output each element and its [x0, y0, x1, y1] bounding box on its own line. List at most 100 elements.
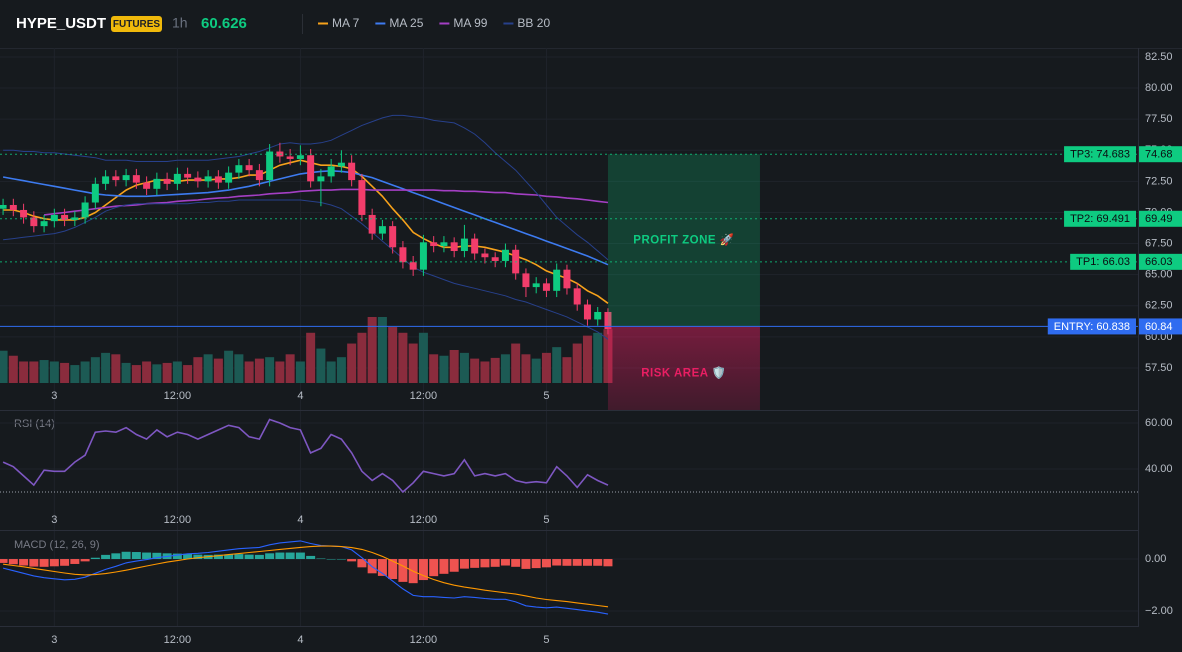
volume-bar — [480, 361, 490, 383]
histogram-bar — [603, 559, 613, 567]
histogram-bar — [111, 553, 121, 560]
histogram-bar — [80, 559, 90, 562]
volume-bar — [490, 357, 500, 383]
candle-body — [460, 238, 468, 252]
axis-price-label: 66.03 — [1145, 256, 1173, 268]
volume-bar — [316, 348, 326, 383]
volume-bar — [418, 332, 428, 383]
volume-bar — [121, 362, 131, 383]
histogram-bar — [593, 559, 603, 566]
candle-body — [163, 178, 171, 184]
candle-body — [235, 165, 243, 173]
y-tick-label: 80.00 — [1145, 82, 1173, 94]
histogram-bar — [531, 559, 541, 569]
candle-body — [307, 155, 315, 182]
candle-body — [81, 202, 89, 218]
price-line-label-bg — [1064, 210, 1136, 227]
candle-body — [430, 242, 438, 247]
axis-price-bg — [1139, 318, 1182, 335]
histogram-bar — [265, 553, 275, 560]
candle-body — [501, 249, 509, 261]
last-price: 60.626 — [201, 15, 247, 32]
candle-body — [450, 242, 458, 252]
y-tick-label: 65.00 — [1145, 269, 1173, 281]
histogram-bar — [224, 554, 234, 560]
candle-body — [184, 173, 192, 178]
candle-body — [225, 172, 233, 183]
histogram-bar — [121, 551, 131, 560]
volume-bar — [29, 361, 39, 383]
volume-bar — [183, 365, 193, 383]
histogram-bar — [398, 559, 408, 582]
candle-body — [583, 304, 591, 320]
histogram-bar — [275, 552, 285, 560]
candle-body — [61, 214, 69, 220]
volume-bar — [357, 332, 367, 383]
profit-zone-label: PROFIT ZONE 🚀 — [633, 232, 735, 246]
volume-bar — [172, 361, 182, 383]
candle-body — [481, 253, 489, 258]
histogram-bar — [152, 552, 162, 560]
volume-bar — [60, 362, 70, 383]
candle-body — [266, 151, 274, 181]
x-tick-label: 12:00 — [164, 390, 192, 402]
candle-body — [286, 156, 294, 159]
volume-bar — [49, 361, 59, 383]
histogram-bar — [101, 554, 111, 560]
x-tick-label: 3 — [51, 634, 57, 646]
histogram-bar — [254, 554, 264, 560]
candle-body — [296, 155, 304, 159]
badge: FUTURES — [113, 19, 161, 30]
histogram-bar — [449, 559, 459, 572]
histogram-bar — [142, 552, 152, 560]
histogram-bar — [90, 557, 100, 560]
volume-bar — [244, 361, 254, 383]
candle-body — [30, 217, 38, 227]
volume-bar — [213, 358, 223, 383]
candle-body — [573, 288, 581, 305]
histogram-bar — [459, 559, 469, 569]
volume-bar — [511, 343, 521, 383]
histogram-bar — [552, 559, 562, 566]
x-tick-label: 5 — [543, 634, 549, 646]
indicator-line — [44, 188, 609, 216]
y-tick-label: 0.00 — [1145, 553, 1166, 565]
x-tick-label: 3 — [51, 390, 57, 402]
volume-bar — [152, 364, 162, 383]
volume-bar — [572, 343, 582, 383]
histogram-bar — [470, 559, 480, 568]
x-tick-label: 5 — [543, 514, 549, 526]
histogram-bar — [234, 554, 244, 560]
candle-body — [276, 151, 284, 157]
macd-line — [3, 545, 609, 608]
volume-bar — [162, 362, 172, 383]
candle-body — [0, 204, 7, 209]
histogram-bar — [582, 559, 592, 566]
y-tick-label: 72.50 — [1145, 175, 1173, 187]
candle-body — [143, 182, 151, 189]
volume-bar — [336, 357, 346, 383]
volume-bar — [582, 335, 592, 383]
plot — [0, 114, 1138, 615]
candle-body — [409, 262, 417, 270]
histogram-bar — [0, 559, 8, 563]
candle-body — [491, 257, 499, 261]
axis-price-label: 69.49 — [1145, 213, 1173, 225]
candle-body — [440, 242, 448, 247]
x-tick-label: 4 — [297, 634, 303, 646]
volume-bar — [19, 361, 29, 383]
candle-body — [122, 175, 130, 181]
histogram-bar — [439, 559, 449, 574]
candle-body — [337, 162, 345, 167]
axis-price-bg — [1139, 146, 1182, 163]
volume-bar — [39, 360, 49, 383]
volume-bar — [111, 354, 121, 383]
candle-body — [378, 226, 386, 234]
candle-body — [389, 226, 397, 248]
volume-bar — [531, 358, 541, 383]
price-line-label-bg — [1070, 253, 1136, 270]
volume-bar — [470, 358, 480, 383]
candle-body — [348, 162, 356, 181]
candle-body — [553, 269, 561, 291]
